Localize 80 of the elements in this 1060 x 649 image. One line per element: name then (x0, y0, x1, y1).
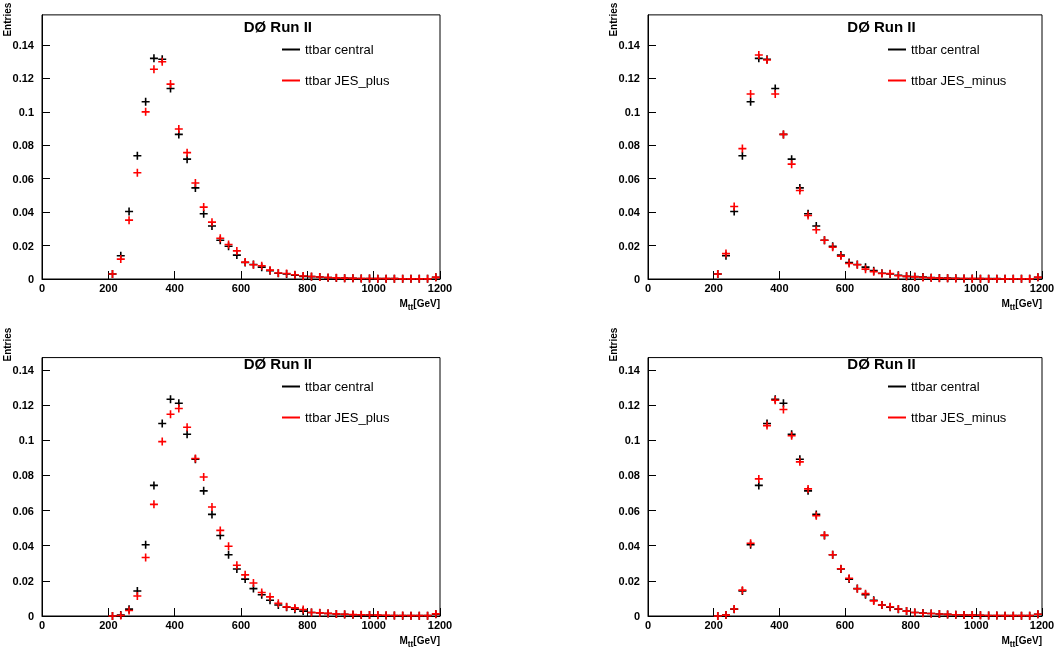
x-tick-label: 1200 (1029, 281, 1055, 294)
x-tick-label: 600 (835, 281, 855, 294)
x-tick-label: 800 (298, 281, 317, 294)
x-tick-label: 0 (644, 281, 652, 294)
y-tick-label: 0.14 (12, 38, 35, 51)
y-tick-label: 0.08 (12, 139, 34, 152)
x-tick-label: 1200 (427, 618, 453, 631)
y-tick-label: 0.12 (618, 399, 640, 412)
y-tick-label: 0 (633, 273, 640, 285)
x-axis-title: M$_{tt}$[GeV] (399, 635, 440, 649)
y-tick-label: 0 (27, 610, 34, 622)
legend-label: ttbar central (305, 379, 374, 394)
x-tick-label: 400 (770, 281, 789, 294)
y-tick-label: 0.04 (618, 206, 641, 219)
y-tick-label: 0.1 (18, 105, 34, 118)
x-tick-label: 0 (38, 618, 46, 631)
y-tick-label: 0.1 (624, 434, 640, 447)
y-tick-label: 0 (27, 273, 34, 285)
x-tick-label: 200 (704, 281, 723, 294)
y-tick-label: 0.06 (618, 172, 640, 185)
x-axis-title: M$_{tt}$[GeV] (399, 298, 440, 313)
x-tick-label: 600 (231, 281, 251, 294)
y-tick-label: 0.02 (618, 239, 640, 252)
x-tick-label: 1000 (964, 281, 989, 294)
y-tick-label: 0.12 (12, 399, 34, 412)
legend-label: ttbar JES_minus (911, 73, 1007, 88)
x-axis-title: M$_{tt}$[GeV] (1001, 635, 1042, 649)
x-tick-label: 600 (231, 618, 251, 631)
y-tick-label: 0.14 (618, 38, 641, 51)
x-tick-label: 1000 (361, 618, 386, 631)
y-tick-label: 0.14 (618, 363, 641, 376)
x-tick-label: 0 (38, 281, 46, 294)
x-tick-label: 400 (770, 618, 789, 631)
y-tick-label: 0.06 (12, 504, 34, 517)
y-tick-label: 0.12 (618, 72, 640, 85)
y-axis-title: Entries (607, 327, 619, 362)
chart-title: DØ Run II (243, 355, 312, 372)
y-tick-label: 0.02 (12, 574, 34, 587)
legend-label: ttbar central (305, 42, 374, 57)
y-tick-label: 0.12 (12, 72, 34, 85)
x-tick-label: 200 (99, 618, 118, 631)
legend-label: ttbar central (911, 379, 980, 394)
x-tick-label: 1000 (964, 618, 989, 631)
y-tick-label: 0.02 (618, 574, 640, 587)
y-tick-label: 0.1 (18, 434, 34, 447)
chart-title: DØ Run II (243, 18, 312, 35)
x-tick-label: 400 (165, 281, 184, 294)
y-tick-label: 0.04 (618, 539, 641, 552)
y-tick-label: 0 (633, 610, 640, 622)
y-tick-label: 0.08 (12, 469, 34, 482)
chart-title: DØ Run II (847, 355, 916, 372)
x-tick-label: 1200 (427, 281, 453, 294)
x-tick-label: 1200 (1029, 618, 1055, 631)
x-tick-label: 1000 (361, 281, 386, 294)
y-tick-label: 0.04 (12, 539, 35, 552)
y-axis-title: Entries (1, 2, 13, 37)
legend-label: ttbar JES_plus (305, 410, 391, 425)
x-tick-label: 600 (835, 618, 855, 631)
y-axis-title: Entries (607, 2, 619, 37)
x-tick-label: 800 (901, 618, 920, 631)
x-axis-title: M$_{tt}$[GeV] (1001, 298, 1042, 313)
chart-title: DØ Run II (847, 18, 916, 35)
x-tick-label: 800 (901, 281, 920, 294)
y-tick-label: 0.14 (12, 363, 35, 376)
legend-label: ttbar central (911, 42, 980, 57)
x-tick-label: 0 (644, 618, 652, 631)
y-tick-label: 0.04 (12, 206, 35, 219)
y-tick-label: 0.08 (618, 469, 640, 482)
x-tick-label: 200 (99, 281, 118, 294)
y-axis-title: Entries (1, 327, 13, 362)
y-tick-label: 0.06 (618, 504, 640, 517)
x-tick-label: 200 (704, 618, 723, 631)
y-tick-label: 0.06 (12, 172, 34, 185)
y-tick-label: 0.02 (12, 239, 34, 252)
x-tick-label: 800 (298, 618, 317, 631)
x-tick-label: 400 (165, 618, 184, 631)
legend-label: ttbar JES_minus (911, 410, 1007, 425)
y-tick-label: 0.1 (624, 105, 640, 118)
legend-label: ttbar JES_plus (305, 73, 391, 88)
y-tick-label: 0.08 (618, 139, 640, 152)
